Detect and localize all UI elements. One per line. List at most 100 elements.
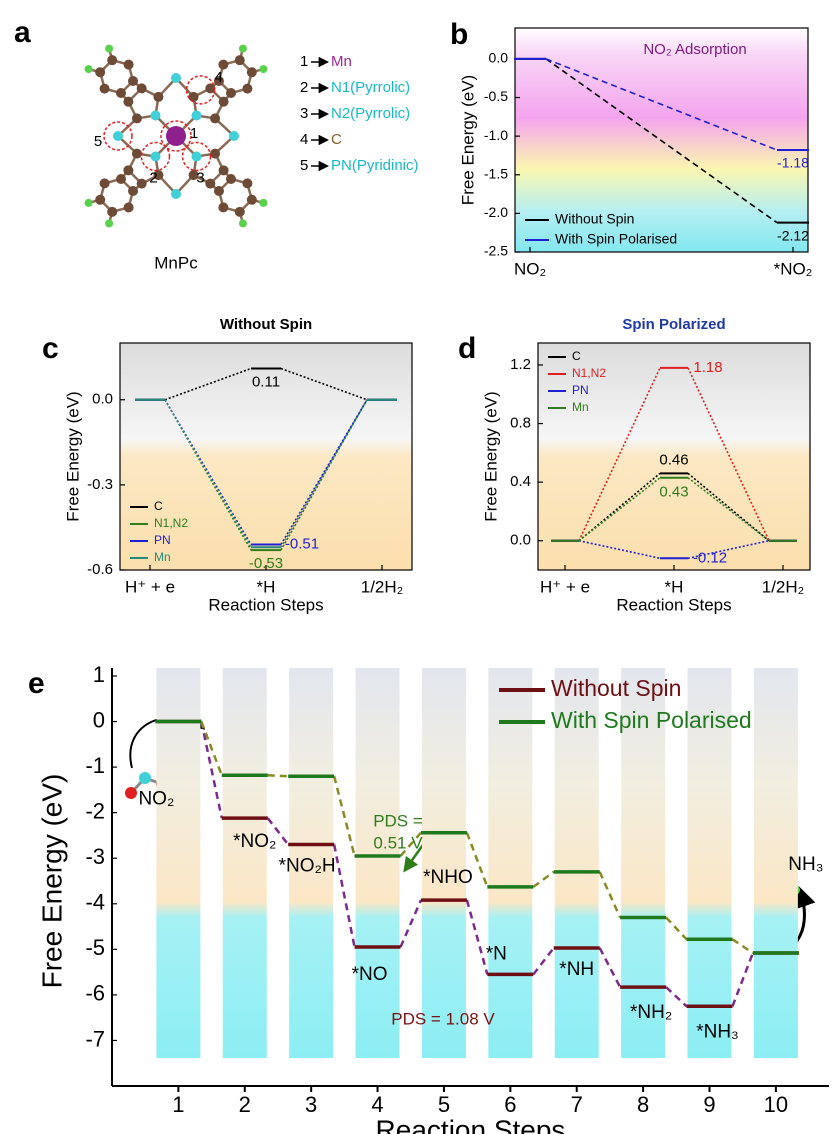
x-tick-label: 3 (305, 1092, 317, 1117)
site-number: 2 (149, 169, 157, 186)
step-label: *NH₃ (696, 1021, 739, 1042)
connector (532, 947, 555, 976)
y-tick-label: 0 (93, 707, 105, 732)
atom (95, 67, 106, 78)
value-label: -0.53 (249, 555, 283, 572)
legend-number: 5 (300, 157, 308, 174)
y-tick-label: 0.4 (510, 473, 531, 490)
panel: b 0.0 -0.5 -1.0 -1.5 -2.0 -2.5 NO₂ *NO₂ Free Ener… (450, 18, 812, 279)
site-marker (140, 141, 171, 172)
y-tick-label: -2.5 (484, 243, 508, 259)
atom (136, 83, 147, 94)
atom (105, 219, 114, 228)
atom (238, 219, 247, 228)
atom (225, 88, 236, 99)
y-tick-label: -6 (85, 981, 105, 1006)
step-band (621, 668, 666, 1058)
atom (218, 202, 229, 213)
atom (153, 91, 164, 102)
y-tick-label: 0.8 (510, 415, 531, 432)
site-marker (185, 75, 216, 105)
x-axis-label: Reaction Steps (376, 1114, 566, 1134)
legend-label: Without Spin (555, 211, 634, 227)
legend-label: C (154, 499, 163, 513)
x-tick-label: H⁺ + e (540, 577, 590, 596)
connector (200, 721, 224, 819)
panel: d 0.0 0.4 0.8 1.2 H⁺ + e *H 1/2H₂ Free Energy (e… (458, 316, 811, 614)
x-axis-label: Reaction Steps (616, 595, 731, 614)
chart-title: Spin Polarized (622, 316, 725, 333)
connector (164, 367, 252, 401)
atom (95, 194, 106, 205)
value-label: 1.18 (693, 359, 722, 376)
connector (465, 899, 489, 975)
y-tick-label: 1 (93, 662, 105, 687)
annotation: PDS = (373, 811, 423, 830)
atom (191, 151, 202, 162)
y-tick-label: -0.3 (87, 476, 113, 493)
atom (210, 113, 221, 124)
annotation: 0.51 V (373, 833, 423, 852)
site-number: 4 (214, 69, 222, 86)
connector (200, 721, 223, 776)
connector (578, 539, 661, 560)
y-tick-label: 0.0 (92, 391, 113, 408)
x-tick-label: 2 (239, 1092, 251, 1117)
panel-label: b (450, 18, 468, 51)
panel-label: c (42, 332, 59, 365)
y-axis-label: Free Energy (eV) (481, 391, 500, 521)
connector (545, 58, 778, 224)
plot-frame (514, 27, 809, 253)
y-tick-label: -3 (85, 844, 105, 869)
atom (131, 148, 142, 159)
y-tick-label: -4 (85, 890, 105, 915)
connector (280, 367, 368, 401)
atom (113, 131, 123, 141)
x-tick-label: NO₂ (514, 259, 546, 278)
x-tick-label: *H (665, 577, 684, 596)
y-tick-label: -2 (85, 798, 105, 823)
site-number: 5 (94, 133, 102, 150)
connector (280, 399, 368, 548)
atom (116, 88, 127, 99)
step-band (222, 668, 267, 1058)
atom (84, 198, 93, 207)
atom (153, 170, 164, 181)
connector (665, 986, 688, 1008)
atom (234, 55, 245, 66)
atom (238, 44, 247, 53)
value-label: 0.43 (659, 484, 688, 501)
step-label: *NHO (423, 867, 473, 888)
atom (234, 206, 245, 217)
x-tick-label: H⁺ + e (125, 577, 175, 596)
y-tick-label: -0.6 (87, 561, 113, 578)
atom (123, 165, 134, 176)
connector (731, 952, 755, 1007)
step-band (554, 668, 599, 1058)
y-axis-label: Free Energy (eV) (36, 774, 67, 989)
atom (218, 59, 229, 70)
legend-number: 2 (300, 79, 308, 96)
y-tick-label: -7 (85, 1026, 105, 1051)
atom (166, 126, 186, 146)
value-label: -0.51 (285, 535, 319, 552)
step-label: *NH₂ (630, 1002, 672, 1023)
atom (218, 165, 229, 176)
value-label: -1.18 (777, 155, 809, 171)
atom (188, 91, 199, 102)
annotation: PDS = 1.08 V (391, 1009, 495, 1028)
x-axis-label: Reaction Steps (208, 595, 323, 614)
connector (598, 947, 622, 988)
legend-label: N1,N2 (572, 366, 606, 380)
step-label: *N (486, 943, 507, 964)
step-band (355, 668, 400, 1058)
step-label: *NO (352, 964, 388, 985)
y-tick-label: 0.0 (510, 532, 531, 549)
x-tick-label: 8 (637, 1092, 649, 1117)
atom (242, 83, 253, 94)
atom (213, 76, 224, 87)
connector (731, 938, 754, 955)
step-label: *NH (559, 959, 594, 980)
